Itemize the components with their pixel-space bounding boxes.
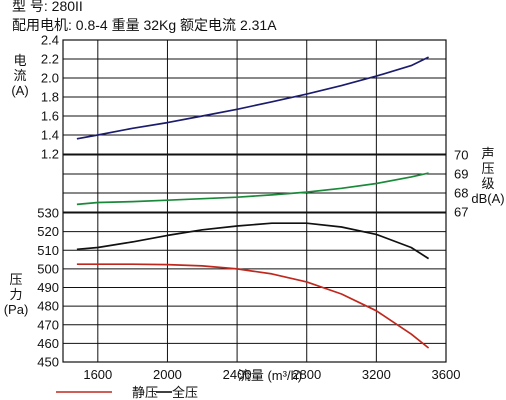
y-tick-label-pressure: 470 (37, 317, 59, 332)
x-axis-title: 流量 (m³/h) (238, 368, 302, 383)
y-tick-label-pressure: 500 (37, 261, 59, 276)
y-tick-label-current: 1.8 (41, 90, 59, 105)
grid-lines (63, 39, 446, 363)
legend-label-total: 全压 (172, 385, 198, 400)
y-tick-label-current: 1.4 (41, 128, 59, 143)
y-tick-label-noise: 67 (454, 205, 468, 220)
y-tick-label-current: 2.0 (41, 71, 59, 86)
y-tick-label-pressure: 460 (37, 336, 59, 351)
y-axis-title-noise: 声 (481, 146, 494, 161)
series-noise-line (76, 172, 429, 206)
x-tick-label: 3600 (432, 367, 461, 382)
y-tick-label-current: 1.6 (41, 109, 59, 124)
legend-label-static: 静压 (132, 385, 158, 400)
legend: 静压 全压 (56, 385, 198, 400)
y-axis-title-noise: dB(A) (471, 191, 504, 206)
x-tick-label: 3200 (362, 367, 391, 382)
series-static_pressure-line (76, 263, 430, 349)
spec-line: 配用电机: 0.8-4 重量 32Kg 额定电流 2.31A (12, 17, 277, 33)
y-axis-title-current: 流 (13, 68, 26, 83)
y-tick-label-pressure: 480 (37, 299, 59, 314)
y-tick-label-noise: 69 (454, 167, 468, 182)
axis-labels: 1600 2000 2400 2800 3200 3600 1.2 1.4 1.6 1.8 2.0 2… (4, 33, 505, 383)
y-axis-title-current: (A) (11, 83, 28, 98)
y-tick-label-current: 2.2 (41, 52, 59, 67)
y-tick-label-pressure: 530 (37, 206, 59, 221)
y-tick-label-current: 1.2 (41, 147, 59, 162)
y-tick-label-noise: 68 (454, 186, 468, 201)
y-tick-label-current: 2.4 (41, 33, 59, 48)
y-tick-label-pressure: 520 (37, 224, 59, 239)
y-axis-title-pressure: 压 (9, 272, 22, 287)
x-tick-label: 2800 (292, 367, 321, 382)
series-lines (76, 56, 430, 349)
y-tick-label-pressure: 510 (37, 243, 59, 258)
x-tick-label: 2400 (223, 367, 252, 382)
y-axis-title-noise: 级 (481, 176, 494, 191)
y-axis-title-noise: 压 (481, 161, 494, 176)
model-line: 型 号: 280II (12, 0, 83, 14)
x-tick-label: 2000 (153, 367, 182, 382)
y-axis-title-pressure: (Pa) (4, 302, 29, 317)
y-axis-title-pressure: 力 (9, 287, 22, 302)
x-tick-label: 1600 (83, 367, 112, 382)
y-tick-label-noise: 70 (454, 148, 468, 163)
y-axis-title-current: 电 (13, 53, 26, 68)
series-total_pressure-line (76, 222, 430, 260)
series-current-line (76, 56, 429, 140)
y-tick-label-pressure: 450 (37, 355, 59, 370)
y-tick-label-pressure: 490 (37, 280, 59, 295)
